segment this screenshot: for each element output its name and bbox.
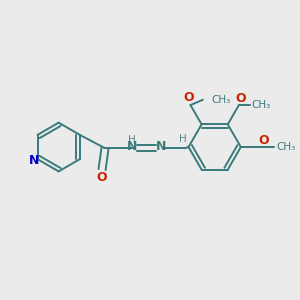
Text: O: O xyxy=(97,170,107,184)
Text: CH₃: CH₃ xyxy=(276,142,295,152)
Text: N: N xyxy=(127,140,137,153)
Text: CH₃: CH₃ xyxy=(252,100,271,110)
Text: N: N xyxy=(156,140,167,153)
Text: N: N xyxy=(29,154,39,167)
Text: CH₃: CH₃ xyxy=(211,95,230,105)
Text: O: O xyxy=(259,134,269,147)
Text: H: H xyxy=(128,135,136,145)
Text: H: H xyxy=(179,134,187,144)
Text: O: O xyxy=(235,92,246,105)
Text: O: O xyxy=(184,91,194,104)
